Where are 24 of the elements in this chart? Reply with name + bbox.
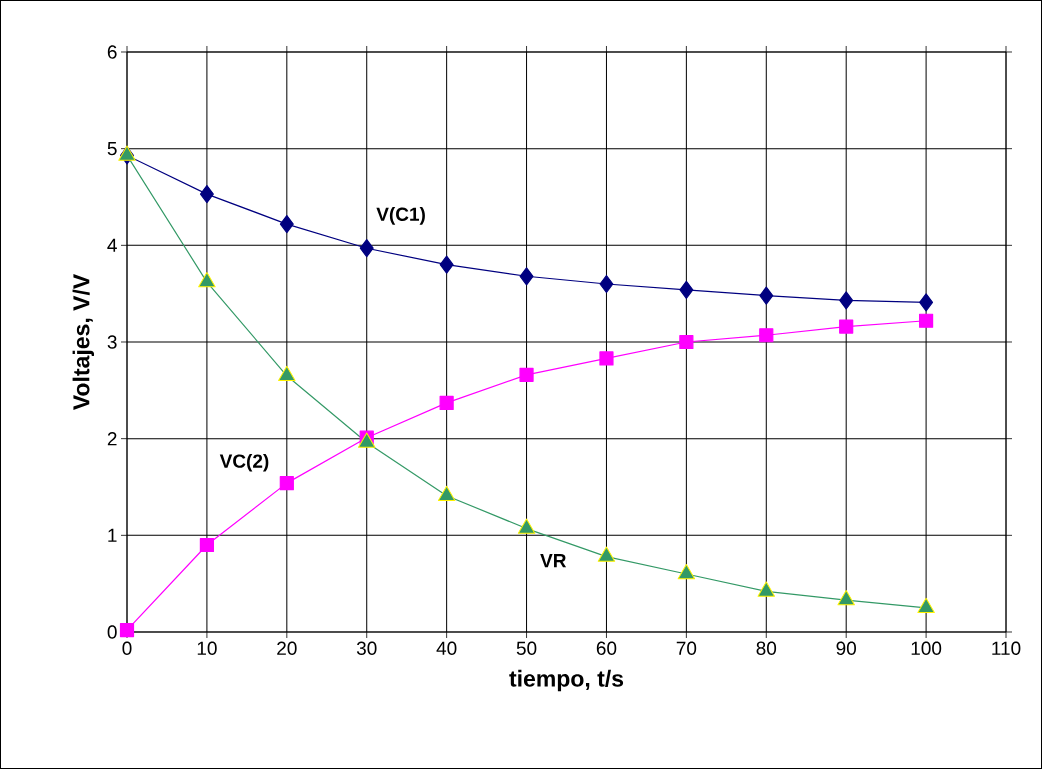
- x-tick-label: 110: [992, 641, 1021, 655]
- x-tick-label: 30: [356, 641, 377, 655]
- y-tick-label: 4: [107, 238, 117, 252]
- x-tick-label: 50: [516, 641, 537, 655]
- x-tick-label: 60: [596, 641, 617, 655]
- series-label: VC(2): [219, 453, 269, 472]
- y-tick-label: 5: [107, 142, 117, 156]
- x-tick-label: 0: [122, 641, 132, 655]
- series-label: VR: [540, 554, 567, 568]
- x-tick-label: 100: [911, 641, 942, 655]
- y-tick-label: 0: [107, 625, 117, 639]
- x-axis-title: tiempo, t/s: [509, 669, 624, 692]
- x-tick-label: 70: [676, 641, 697, 655]
- x-tick-label: 80: [756, 641, 777, 655]
- x-tick-label: 90: [836, 641, 856, 655]
- y-tick-label: 3: [107, 335, 117, 349]
- series-label: V(C1): [376, 206, 425, 225]
- y-tick-label: 6: [107, 45, 117, 59]
- y-tick-label: 1: [108, 528, 117, 542]
- x-tick-label: 10: [197, 641, 217, 655]
- x-tick-label: 40: [436, 641, 457, 655]
- x-tick-label: 20: [277, 641, 297, 655]
- y-axis-title: Voltajes, V/V: [72, 273, 95, 411]
- y-tick-label: 2: [107, 432, 117, 446]
